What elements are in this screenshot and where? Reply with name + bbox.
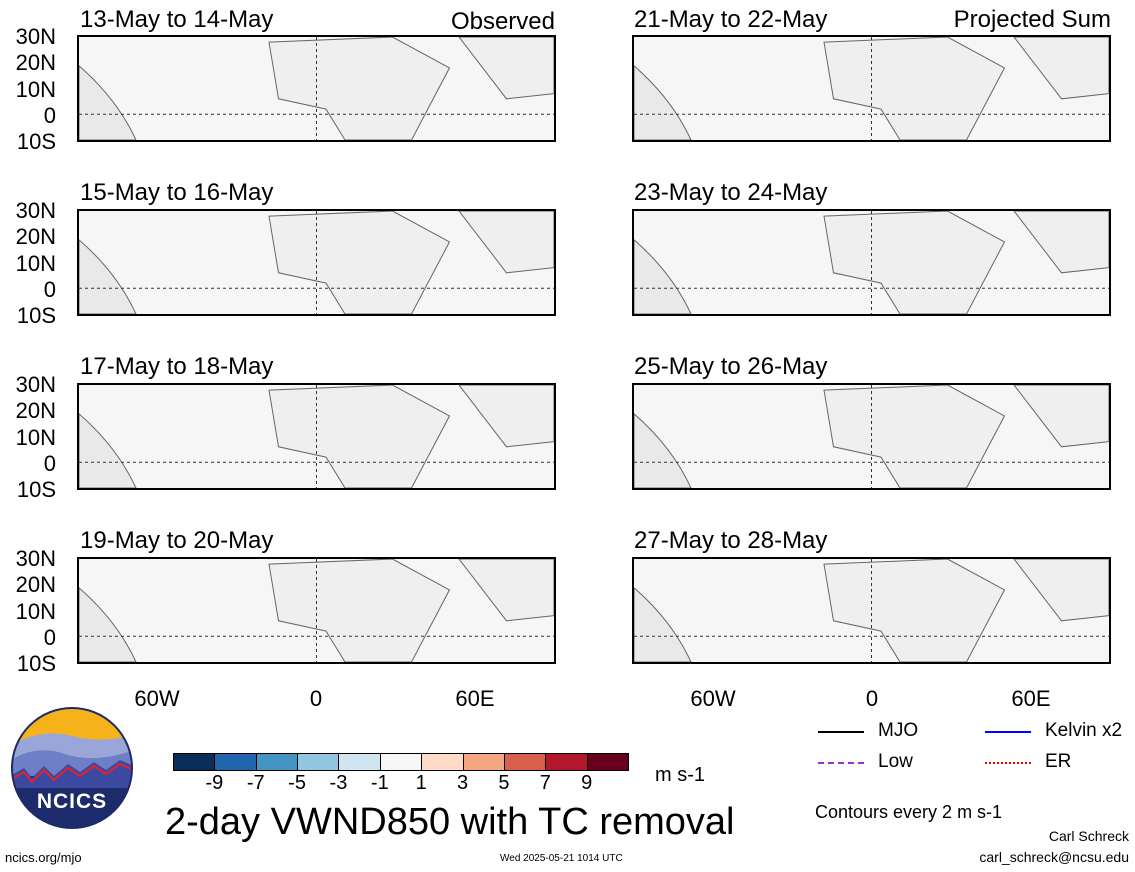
panel-tag-projected: Projected Sum — [953, 6, 1111, 33]
panel-title: 21-May to 22-May — [634, 6, 828, 33]
legend-label: MJO — [878, 720, 919, 741]
lat-label: 30N — [15, 546, 56, 571]
lon-label: 60W — [134, 686, 180, 711]
colorbar-tick-label: 7 — [539, 772, 551, 794]
contour-note: Contours every 2 m s-1 — [815, 802, 1003, 822]
panel-title: 25-May to 26-May — [634, 353, 828, 380]
lat-label: 30N — [15, 24, 56, 49]
lat-label: 30N — [15, 198, 56, 223]
map-panel — [77, 35, 556, 142]
colorbar-swatch — [173, 753, 216, 771]
colorbar-units: m s-1 — [655, 764, 705, 786]
site-link[interactable]: ncics.org/mjo — [5, 850, 82, 865]
colorbar-swatch — [503, 753, 547, 771]
author: Carl Schreck — [1048, 828, 1129, 844]
panel-tag-observed: Observed — [450, 8, 555, 35]
panel-title: 17-May to 18-May — [80, 353, 274, 380]
map-panel — [632, 209, 1111, 316]
lat-label: 10N — [15, 77, 56, 102]
colorbar-swatch — [462, 753, 505, 771]
map-panel — [632, 35, 1111, 142]
lat-label: 0 — [43, 103, 56, 128]
panel-title: 15-May to 16-May — [80, 179, 274, 206]
lon-label: 60E — [1011, 686, 1051, 711]
lon-label: 60E — [455, 686, 495, 711]
colorbar-tick-label: -5 — [288, 772, 306, 794]
lat-label: 10S — [16, 129, 56, 154]
colorbar-tick-label: -7 — [246, 772, 265, 794]
panel-title: 23-May to 24-May — [634, 179, 828, 206]
lat-label: 10S — [16, 477, 56, 502]
ncics-logo: NCICS — [10, 706, 134, 830]
lat-label: 10N — [15, 599, 56, 624]
lat-label: 0 — [43, 277, 56, 302]
colorbar-tick-label: 5 — [498, 772, 510, 794]
map-panel — [77, 209, 556, 316]
er-line-icon — [985, 762, 1031, 764]
lat-label: 30N — [15, 372, 56, 397]
colorbar-swatch — [545, 753, 588, 771]
lat-label: 10S — [16, 651, 56, 676]
lon-label: 60W — [690, 686, 736, 711]
mjo-line-icon — [818, 731, 864, 733]
colorbar-swatch — [338, 753, 381, 771]
colorbar-swatch — [586, 753, 629, 771]
timestamp: Wed 2025-05-21 1014 UTC — [500, 853, 623, 864]
colorbar-labels: -9 -7 -5 -3 -1 1 3 5 7 9 — [173, 772, 628, 796]
lat-label: 10N — [15, 251, 56, 276]
lat-label: 0 — [43, 451, 56, 476]
logo-text: NCICS — [36, 790, 108, 813]
lat-label: 20N — [15, 50, 56, 75]
colorbar-tick-label: 9 — [581, 772, 593, 794]
map-panel — [632, 383, 1111, 490]
lon-label: 0 — [309, 686, 323, 711]
panel-title: 19-May to 20-May — [80, 527, 274, 554]
colorbar-tick-label: -1 — [370, 772, 389, 794]
author-email[interactable]: carl_schreck@ncsu.edu — [979, 849, 1129, 865]
lat-label: 10S — [16, 303, 56, 328]
colorbar-tick-label: -9 — [205, 772, 224, 794]
legend-label: Kelvin x2 — [1045, 720, 1123, 741]
panel-title: 27-May to 28-May — [634, 527, 828, 554]
lat-label: 20N — [15, 398, 56, 423]
colorbar-swatch — [214, 753, 257, 771]
lon-label: 0 — [865, 686, 879, 711]
main-title: 2-day VWND850 with TC removal — [165, 801, 735, 843]
lat-label: 10N — [15, 425, 56, 450]
map-panel — [77, 557, 556, 664]
panel-title: 13-May to 14-May — [80, 6, 274, 33]
lat-label: 20N — [15, 224, 56, 249]
colorbar-swatch — [379, 753, 423, 771]
legend-label: Low — [878, 751, 913, 772]
map-panel — [77, 383, 556, 490]
colorbar-tick-label: 3 — [456, 772, 469, 794]
colorbar — [173, 753, 629, 771]
colorbar-swatch — [297, 753, 340, 771]
colorbar-swatch — [255, 753, 299, 771]
map-panel — [632, 557, 1111, 664]
legend-label: ER — [1045, 751, 1072, 772]
colorbar-swatch — [421, 753, 464, 771]
low-line-icon — [818, 762, 864, 764]
colorbar-tick-label: -3 — [329, 772, 348, 794]
lat-label: 0 — [43, 625, 56, 650]
kelvin-line-icon — [985, 731, 1031, 733]
lat-label: 20N — [15, 572, 56, 597]
colorbar-tick-label: 1 — [415, 772, 427, 794]
